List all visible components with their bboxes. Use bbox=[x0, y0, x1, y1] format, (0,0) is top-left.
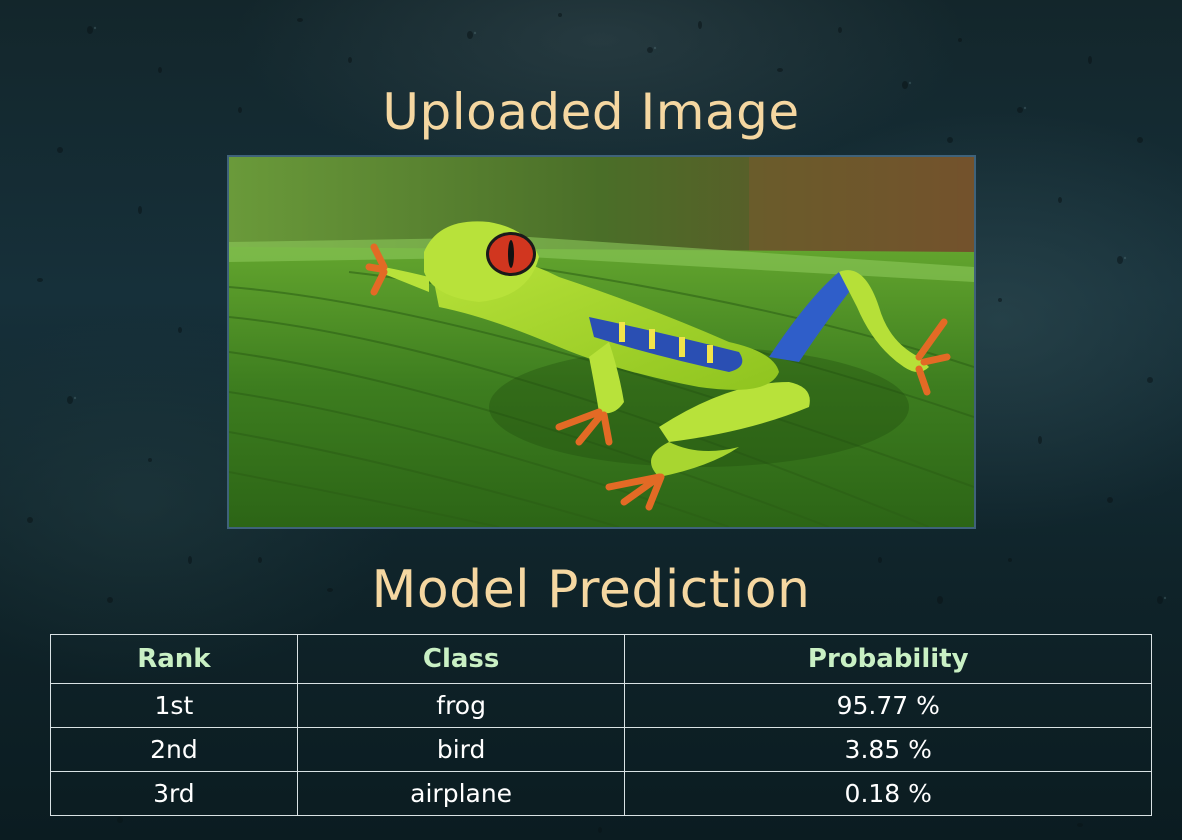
column-header-rank: Rank bbox=[50, 634, 298, 684]
probability-cell: 0.18 % bbox=[624, 771, 1152, 816]
model-prediction-title: Model Prediction bbox=[371, 560, 811, 620]
probability-cell: 3.85 % bbox=[624, 727, 1152, 772]
table-row: 2nd bird 3.85 % bbox=[50, 727, 1152, 772]
frog-photo-icon bbox=[229, 157, 974, 527]
rank-cell: 3rd bbox=[50, 771, 298, 816]
class-cell: bird bbox=[296, 727, 626, 772]
class-cell: frog bbox=[296, 683, 626, 728]
column-header-probability: Probability bbox=[624, 634, 1152, 684]
table-row: 3rd airplane 0.18 % bbox=[50, 771, 1152, 816]
uploaded-image-title: Uploaded Image bbox=[382, 83, 800, 141]
uploaded-image bbox=[227, 155, 976, 529]
rank-cell: 2nd bbox=[50, 727, 298, 772]
prediction-table: Rank Class Probability 1st frog 95.77 % … bbox=[50, 634, 1152, 816]
rank-cell: 1st bbox=[50, 683, 298, 728]
probability-cell: 95.77 % bbox=[624, 683, 1152, 728]
table-row: 1st frog 95.77 % bbox=[50, 683, 1152, 728]
class-cell: airplane bbox=[296, 771, 626, 816]
table-header-row: Rank Class Probability bbox=[50, 634, 1152, 684]
column-header-class: Class bbox=[296, 634, 626, 684]
